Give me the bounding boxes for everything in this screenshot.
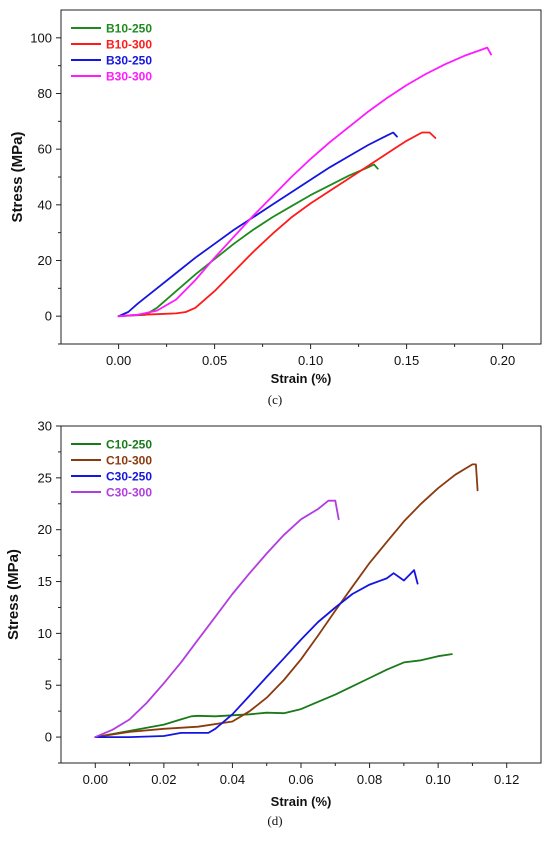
y-tick-label: 5 [45,678,52,693]
y-tick-label: 0 [45,309,52,324]
series-line-c30-250 [94,569,419,738]
series-line-b30-250 [117,131,398,318]
series-line-c30-300 [94,499,340,738]
y-tick-label: 30 [38,419,52,434]
y-tick-label: 60 [38,142,52,157]
y-tick-label: 20 [38,253,52,268]
legend-label: B10-300 [106,38,152,52]
legend: C10-250 C10-300 C30-250 C30-300 [71,438,152,500]
x-tick-label: 0.20 [490,353,515,368]
y-tick-label: 25 [38,470,52,485]
x-axis-title: Strain (%) [271,371,332,386]
x-tick-label: 0.05 [202,353,227,368]
y-axis-title: Stress (MPa) [9,132,26,223]
legend-label: C10-250 [106,438,152,452]
x-axis-title: Strain (%) [271,794,332,809]
y-tick-label: 15 [38,574,52,589]
panel-label: (d) [267,813,282,828]
chart-panel-0: 0.00 0.05 0.10 0.15 0.20 0 20 40 60 80 100 Strain (… [9,9,542,407]
legend-label: B30-300 [106,70,152,84]
x-tick-label: 0.12 [494,772,519,787]
x-tick-label: 0.15 [394,353,419,368]
panel-label: (c) [268,392,282,407]
y-tick-label: 10 [38,626,52,641]
series-line-b10-250 [117,163,379,318]
series-line-c10-300 [94,463,479,738]
legend-label: B30-250 [106,54,152,68]
x-tick-label: 0.06 [288,772,313,787]
y-tick-label: 40 [38,197,52,212]
legend-label: C30-300 [106,486,152,500]
legend-label: B10-250 [106,22,152,36]
x-tick-label: 0.00 [106,353,131,368]
y-tick-label: 0 [45,730,52,745]
chart-panel-1: 0.00 0.02 0.04 0.06 0.08 0.10 0.12 0 5 10 15 20 25 30… [5,419,542,828]
y-tick-label: 100 [30,30,52,45]
x-tick-label: 0.10 [425,772,450,787]
x-tick-label: 0.02 [151,772,176,787]
y-tick-label: 20 [38,522,52,537]
x-tick-label: 0.00 [83,772,108,787]
series-line-b10-300 [117,131,437,318]
legend-label: C10-300 [106,454,152,468]
x-tick-label: 0.04 [220,772,245,787]
x-tick-label: 0.10 [298,353,323,368]
x-tick-label: 0.08 [357,772,382,787]
legend: B10-250 B10-300 B30-250 B30-300 [71,22,152,84]
y-axis-title: Stress (MPa) [5,549,22,640]
y-tick-label: 80 [38,86,52,101]
series-line-b30-300 [117,46,493,318]
legend-label: C30-250 [106,470,152,484]
series-line-c10-250 [94,653,453,738]
